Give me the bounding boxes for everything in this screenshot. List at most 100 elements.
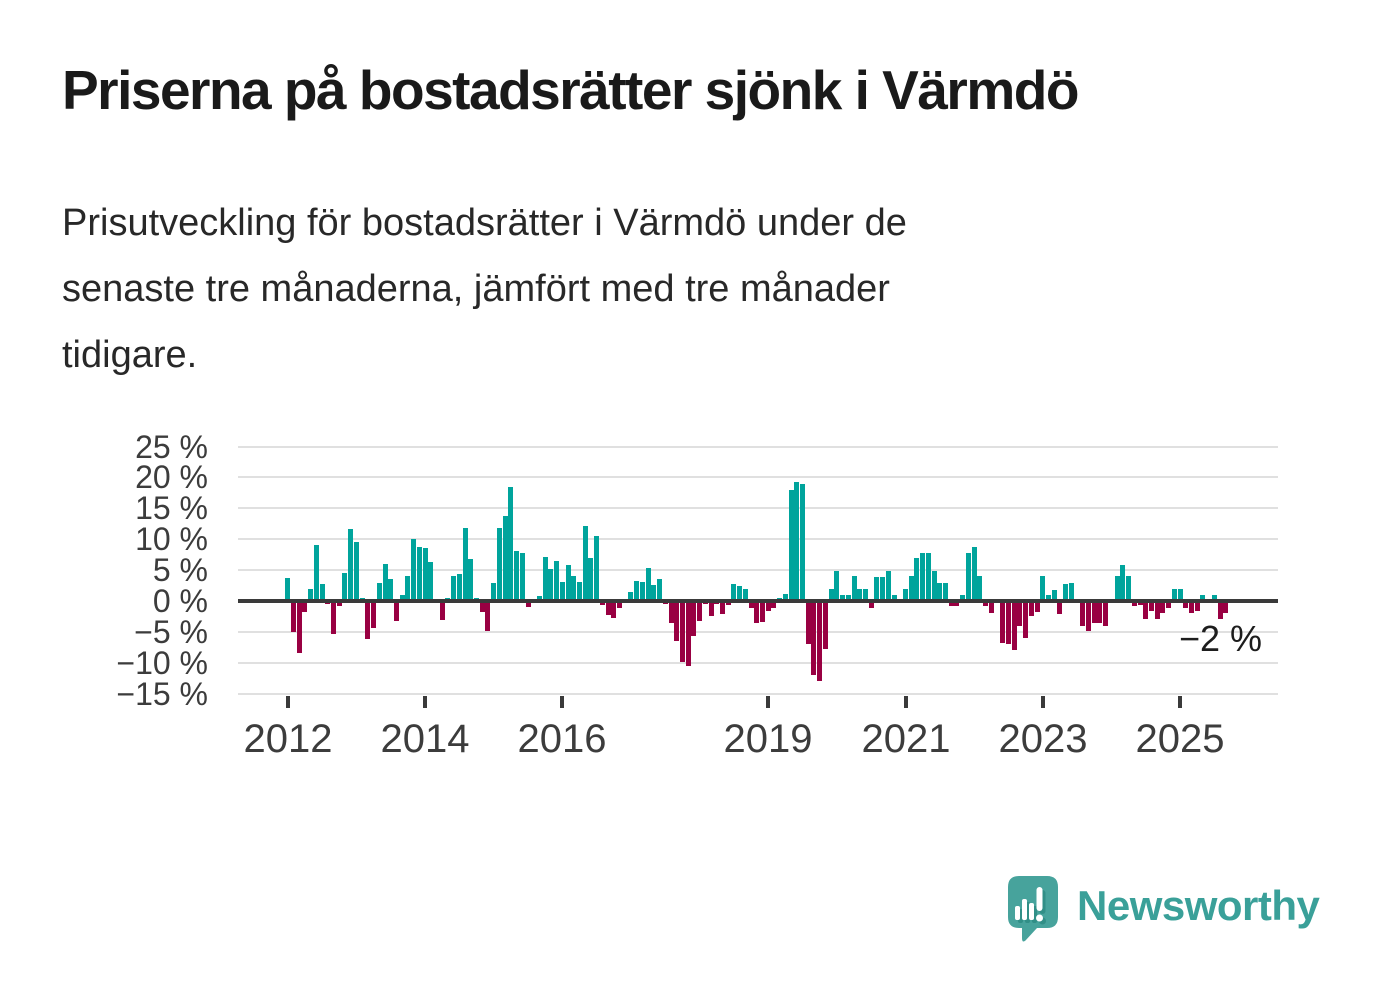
y-axis-tick-label: 25 % [135, 428, 208, 465]
bar-positive [405, 576, 410, 601]
bar-negative [691, 601, 696, 636]
newsworthy-wordmark: Newsworthy [1077, 882, 1320, 929]
bar-positive [543, 557, 548, 601]
bar-positive [577, 582, 582, 601]
bar-negative [1149, 601, 1154, 611]
y-axis-tick-label: −5 % [134, 613, 208, 650]
bar-positive [846, 595, 851, 601]
gridline [238, 507, 1278, 510]
x-axis-tick-label: 2021 [861, 717, 951, 761]
bar-positive [800, 484, 805, 601]
bar-positive [840, 595, 845, 601]
bar-positive [1063, 584, 1068, 601]
bar-negative [1223, 601, 1228, 613]
bar-positive [880, 577, 885, 601]
bar-negative [1103, 601, 1108, 626]
bar-chart-glyph [1015, 899, 1034, 920]
bar-positive [566, 565, 571, 601]
x-axis-tick-label: 2014 [380, 717, 470, 761]
bar-negative [1218, 601, 1223, 619]
bar-positive [789, 490, 794, 601]
x-axis-tick-mark [560, 696, 564, 708]
bar-positive [514, 551, 519, 601]
bar-negative [680, 601, 685, 662]
zero-axis-line [238, 599, 1278, 603]
y-axis-tick-label: 20 % [135, 459, 208, 496]
bar-negative [949, 601, 954, 606]
bar-negative [823, 601, 828, 649]
gridline [238, 476, 1278, 479]
bar-negative [1080, 601, 1085, 626]
bar-negative [817, 601, 822, 681]
bar-positive [886, 571, 891, 601]
gridline [238, 445, 1278, 448]
bar-negative [760, 601, 765, 622]
x-axis-tick-mark [286, 696, 290, 708]
bar-negative [606, 601, 611, 615]
bar-positive [314, 545, 319, 601]
bar-positive [411, 539, 416, 601]
bar-positive [852, 576, 857, 601]
bar-negative [726, 601, 731, 605]
bar-positive [743, 589, 748, 601]
bar-positive [491, 583, 496, 601]
bar-negative [1166, 601, 1171, 608]
bar-positive [909, 576, 914, 601]
bar-positive [943, 583, 948, 601]
bar-negative [1012, 601, 1017, 650]
bar-positive [560, 582, 565, 601]
bar-positive [960, 595, 965, 601]
bar-negative [365, 601, 370, 639]
x-axis-tick-label: 2016 [517, 717, 607, 761]
bar-negative [331, 601, 336, 634]
bar-positive [1115, 576, 1120, 601]
bar-negative [600, 601, 605, 605]
bar-positive [463, 528, 468, 601]
x-axis-tick-label: 2019 [723, 717, 813, 761]
bar-positive [1040, 576, 1045, 601]
y-axis-tick-label: −15 % [116, 675, 208, 712]
bar-positive [417, 547, 422, 601]
bar-negative [297, 601, 302, 653]
bar-positive [874, 577, 879, 601]
bar-negative [1017, 601, 1022, 626]
bar-negative [480, 601, 485, 612]
bar-positive [794, 482, 799, 601]
bar-positive [1052, 590, 1057, 601]
bar-negative [674, 601, 679, 641]
x-axis-tick-mark [1041, 696, 1045, 708]
bar-positive [1120, 565, 1125, 601]
bar-negative [1023, 601, 1028, 638]
chart-description: Prisutveckling för bostadsrätter i Värmd… [62, 190, 907, 388]
bar-negative [1092, 601, 1097, 623]
bar-positive [468, 559, 473, 601]
bar-negative [1183, 601, 1188, 608]
gridline [238, 538, 1278, 541]
x-axis-tick-mark [1178, 696, 1182, 708]
bar-negative [709, 601, 714, 616]
bar-positive [571, 576, 576, 601]
bar-positive [783, 594, 788, 601]
bar-positive [285, 578, 290, 601]
bar-negative [806, 601, 811, 644]
bar-negative [337, 601, 342, 606]
chart-description-line: Prisutveckling för bostadsrätter i Värmd… [62, 202, 907, 244]
bar-negative [1189, 601, 1194, 613]
bar-positive [308, 589, 313, 601]
bar-positive [1212, 595, 1217, 601]
bar-positive [1178, 589, 1183, 601]
bar-negative [611, 601, 616, 618]
bar-negative [617, 601, 622, 608]
bar-positive [863, 589, 868, 601]
bar-positive [972, 547, 977, 601]
bar-negative [749, 601, 754, 608]
bar-positive [383, 564, 388, 601]
bar-negative [1138, 601, 1143, 605]
bar-negative [989, 601, 994, 613]
bar-positive [548, 569, 553, 601]
bar-negative [1029, 601, 1034, 616]
bar-negative [371, 601, 376, 628]
bar-negative [1143, 601, 1148, 619]
bar-positive [834, 571, 839, 601]
